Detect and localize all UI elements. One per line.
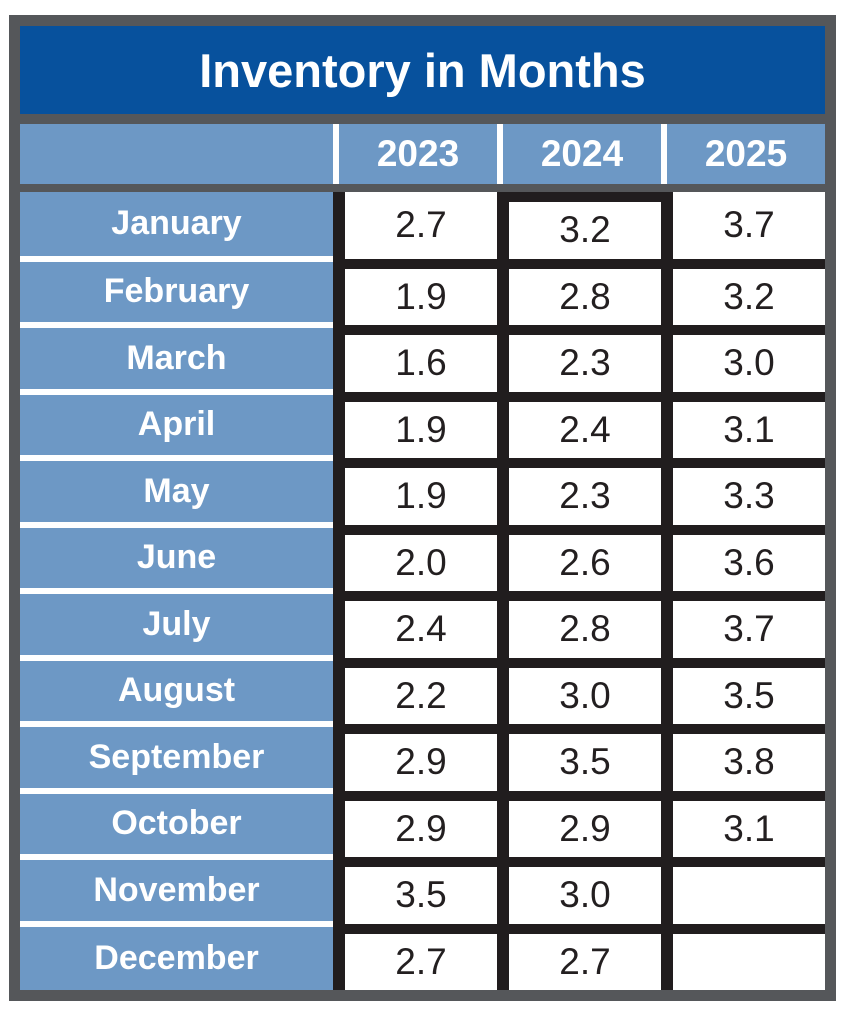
table-row: March 1.6 2.3 3.0 bbox=[20, 325, 825, 392]
value-cell-2024: 2.9 bbox=[497, 790, 661, 857]
month-cell: June bbox=[20, 527, 333, 588]
value-cell-2025: 3.7 bbox=[661, 591, 825, 658]
table-row: June 2.0 2.6 3.6 bbox=[20, 524, 825, 591]
value-cell-2025: 3.3 bbox=[661, 458, 825, 525]
value-cell-2024: 2.4 bbox=[497, 391, 661, 458]
value-cell-2025 bbox=[661, 923, 825, 990]
table-row: December 2.7 2.7 bbox=[20, 923, 825, 990]
value-cell-2023: 2.9 bbox=[333, 790, 497, 857]
header-year-2024: 2024 bbox=[497, 124, 661, 184]
value-cell-2024: 2.8 bbox=[497, 591, 661, 658]
month-cell: October bbox=[20, 793, 333, 854]
table-row: January 2.7 3.2 3.7 bbox=[20, 192, 825, 259]
value-cell-2024: 2.3 bbox=[497, 458, 661, 525]
value-cell-2024: 3.2 bbox=[497, 192, 661, 259]
value-cell-2023: 2.4 bbox=[333, 591, 497, 658]
table-row: August 2.2 3.0 3.5 bbox=[20, 657, 825, 724]
value-cell-2024: 3.0 bbox=[497, 857, 661, 924]
table-row: July 2.4 2.8 3.7 bbox=[20, 591, 825, 658]
divider-header-body bbox=[20, 184, 825, 192]
value-cell-2024: 3.0 bbox=[497, 657, 661, 724]
table-row: October 2.9 2.9 3.1 bbox=[20, 790, 825, 857]
table-row: May 1.9 2.3 3.3 bbox=[20, 458, 825, 525]
value-cell-2023: 2.7 bbox=[333, 192, 497, 259]
value-cell-2023: 2.0 bbox=[333, 524, 497, 591]
month-cell: May bbox=[20, 461, 333, 522]
header-year-2025: 2025 bbox=[661, 124, 825, 184]
header-blank-cell bbox=[20, 124, 333, 184]
table-frame: Inventory in Months 2023 2024 2025 Janua… bbox=[9, 15, 836, 1001]
value-cell-2023: 3.5 bbox=[333, 857, 497, 924]
month-cell: December bbox=[20, 926, 333, 990]
value-cell-2024: 2.6 bbox=[497, 524, 661, 591]
value-cell-2023: 1.6 bbox=[333, 325, 497, 392]
month-cell: July bbox=[20, 594, 333, 655]
value-cell-2024: 3.5 bbox=[497, 724, 661, 791]
value-cell-2025: 3.5 bbox=[661, 657, 825, 724]
table-title-bar: Inventory in Months bbox=[20, 26, 825, 114]
divider-title-header bbox=[20, 114, 825, 124]
value-cell-2025: 3.7 bbox=[661, 192, 825, 259]
month-cell: April bbox=[20, 394, 333, 455]
value-cell-2023: 1.9 bbox=[333, 458, 497, 525]
value-cell-2024: 2.8 bbox=[497, 258, 661, 325]
month-cell: September bbox=[20, 727, 333, 788]
header-row: 2023 2024 2025 bbox=[20, 124, 825, 184]
table-row: April 1.9 2.4 3.1 bbox=[20, 391, 825, 458]
value-cell-2025: 3.1 bbox=[661, 790, 825, 857]
value-cell-2023: 1.9 bbox=[333, 391, 497, 458]
value-cell-2024: 2.7 bbox=[497, 923, 661, 990]
month-cell: February bbox=[20, 261, 333, 322]
table-row: September 2.9 3.5 3.8 bbox=[20, 724, 825, 791]
month-cell: November bbox=[20, 860, 333, 921]
table-title: Inventory in Months bbox=[199, 43, 646, 97]
table-row: February 1.9 2.8 3.2 bbox=[20, 258, 825, 325]
value-cell-2023: 2.2 bbox=[333, 657, 497, 724]
month-cell: March bbox=[20, 328, 333, 389]
value-cell-2025: 3.8 bbox=[661, 724, 825, 791]
value-cell-2025: 3.1 bbox=[661, 391, 825, 458]
value-cell-2023: 2.7 bbox=[333, 923, 497, 990]
month-cell: January bbox=[20, 192, 333, 256]
value-cell-2025: 3.2 bbox=[661, 258, 825, 325]
value-cell-2024: 2.3 bbox=[497, 325, 661, 392]
month-cell: August bbox=[20, 660, 333, 721]
table-row: November 3.5 3.0 bbox=[20, 857, 825, 924]
value-cell-2023: 1.9 bbox=[333, 258, 497, 325]
table-body: January 2.7 3.2 3.7 February 1.9 2.8 3.2 March 1.… bbox=[20, 192, 825, 990]
value-cell-2023: 2.9 bbox=[333, 724, 497, 791]
value-cell-2025: 3.6 bbox=[661, 524, 825, 591]
value-cell-2025 bbox=[661, 857, 825, 924]
header-year-2023: 2023 bbox=[333, 124, 497, 184]
value-cell-2025: 3.0 bbox=[661, 325, 825, 392]
